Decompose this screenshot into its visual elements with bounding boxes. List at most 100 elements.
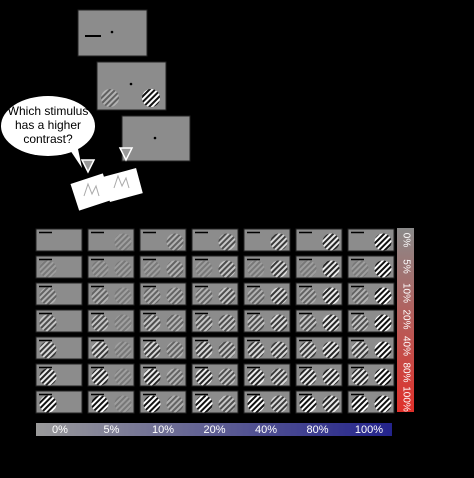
grating-left xyxy=(39,395,57,413)
grating-left xyxy=(247,395,265,413)
grating-right xyxy=(322,368,340,386)
grating-right xyxy=(322,233,340,251)
stimulus-cell xyxy=(35,390,83,414)
grating-left xyxy=(39,260,57,278)
stimulus-cell xyxy=(191,255,239,279)
stimulus-cell xyxy=(139,228,187,252)
grating-right xyxy=(374,314,392,332)
grating-right xyxy=(166,368,184,386)
grating-right xyxy=(218,314,236,332)
stimulus-cell xyxy=(295,228,343,252)
grating-right xyxy=(374,395,392,413)
grating-left xyxy=(299,395,317,413)
grating-left xyxy=(39,341,57,359)
grating-right xyxy=(374,287,392,305)
grating-left xyxy=(39,314,57,332)
grating-right xyxy=(270,395,288,413)
grating-right xyxy=(270,233,288,251)
grating-left xyxy=(91,395,109,413)
grating-right xyxy=(270,341,288,359)
grating-left xyxy=(351,314,369,332)
stimulus-cell xyxy=(87,336,135,360)
grating-right xyxy=(270,287,288,305)
stimulus-cell xyxy=(347,228,395,252)
grating-left xyxy=(91,314,109,332)
stimulus-cell xyxy=(191,336,239,360)
grating-left xyxy=(299,368,317,386)
stimulus-cell xyxy=(347,309,395,333)
grating-left xyxy=(143,314,161,332)
grating-left xyxy=(91,368,109,386)
contrast-bar-right xyxy=(397,228,414,412)
stimulus-cell xyxy=(347,282,395,306)
grating-left xyxy=(195,287,213,305)
grating-left xyxy=(91,287,109,305)
screen-stimulus xyxy=(96,61,167,111)
grating-right xyxy=(114,341,132,359)
grating-right xyxy=(322,341,340,359)
grating-left xyxy=(143,368,161,386)
right-label: 100% xyxy=(400,386,411,412)
stimulus-cell xyxy=(243,282,291,306)
grating-right xyxy=(374,233,392,251)
stimulus-cell xyxy=(295,390,343,414)
grating-left xyxy=(247,287,265,305)
contrast-labels: 0% 5% 10% 20% 40% 80% 100% 0% 5% 10% 20% 40% 80% 100% xyxy=(52,233,411,436)
grating-left xyxy=(39,287,57,305)
stimulus-cell xyxy=(35,363,83,387)
stimulus-cell xyxy=(295,363,343,387)
grating-left xyxy=(143,287,161,305)
stimulus-cell xyxy=(295,255,343,279)
grating-left xyxy=(351,395,369,413)
stimulus-cell xyxy=(87,228,135,252)
stimulus-cell xyxy=(87,390,135,414)
grating-right xyxy=(218,368,236,386)
grating-right xyxy=(114,368,132,386)
stimulus-cell xyxy=(35,336,83,360)
grating-left xyxy=(195,314,213,332)
grating-right xyxy=(218,233,236,251)
stimulus-cell xyxy=(35,282,83,306)
right-label: 20% xyxy=(400,309,411,329)
stimulus-cell xyxy=(139,336,187,360)
grating-left xyxy=(247,314,265,332)
stimulus-cell xyxy=(139,282,187,306)
grating-left xyxy=(351,287,369,305)
grating-left xyxy=(299,287,317,305)
right-label: 80% xyxy=(400,362,411,382)
grating-right xyxy=(218,260,236,278)
grating-right xyxy=(218,395,236,413)
stimulus-cell xyxy=(347,255,395,279)
grating-right xyxy=(114,260,132,278)
grating-left xyxy=(91,341,109,359)
stimulus-grid xyxy=(35,228,395,414)
grating-right xyxy=(114,233,132,251)
grating-right xyxy=(270,260,288,278)
grating-right xyxy=(270,368,288,386)
grating-right xyxy=(166,233,184,251)
stimulus-cell xyxy=(191,228,239,252)
grating-right xyxy=(374,341,392,359)
grating-left xyxy=(247,341,265,359)
stimulus-cell xyxy=(87,363,135,387)
bottom-label: 40% xyxy=(255,424,277,436)
bottom-label: 0% xyxy=(52,424,68,436)
grating-right xyxy=(166,287,184,305)
bottom-label: 5% xyxy=(104,424,120,436)
grating-left xyxy=(299,260,317,278)
stimulus-cell xyxy=(87,282,135,306)
grating-right xyxy=(218,341,236,359)
stimulus-cell xyxy=(35,309,83,333)
screen-fixation xyxy=(77,9,148,57)
bottom-label: 20% xyxy=(203,424,225,436)
stimulus-cell xyxy=(87,309,135,333)
stimulus-cell xyxy=(347,363,395,387)
response-hands xyxy=(70,147,143,211)
stimulus-cell xyxy=(191,282,239,306)
stimulus-cell xyxy=(243,309,291,333)
grating-right xyxy=(374,260,392,278)
stimulus-cell xyxy=(243,228,291,252)
grating-right xyxy=(322,260,340,278)
stimulus-cell xyxy=(139,363,187,387)
